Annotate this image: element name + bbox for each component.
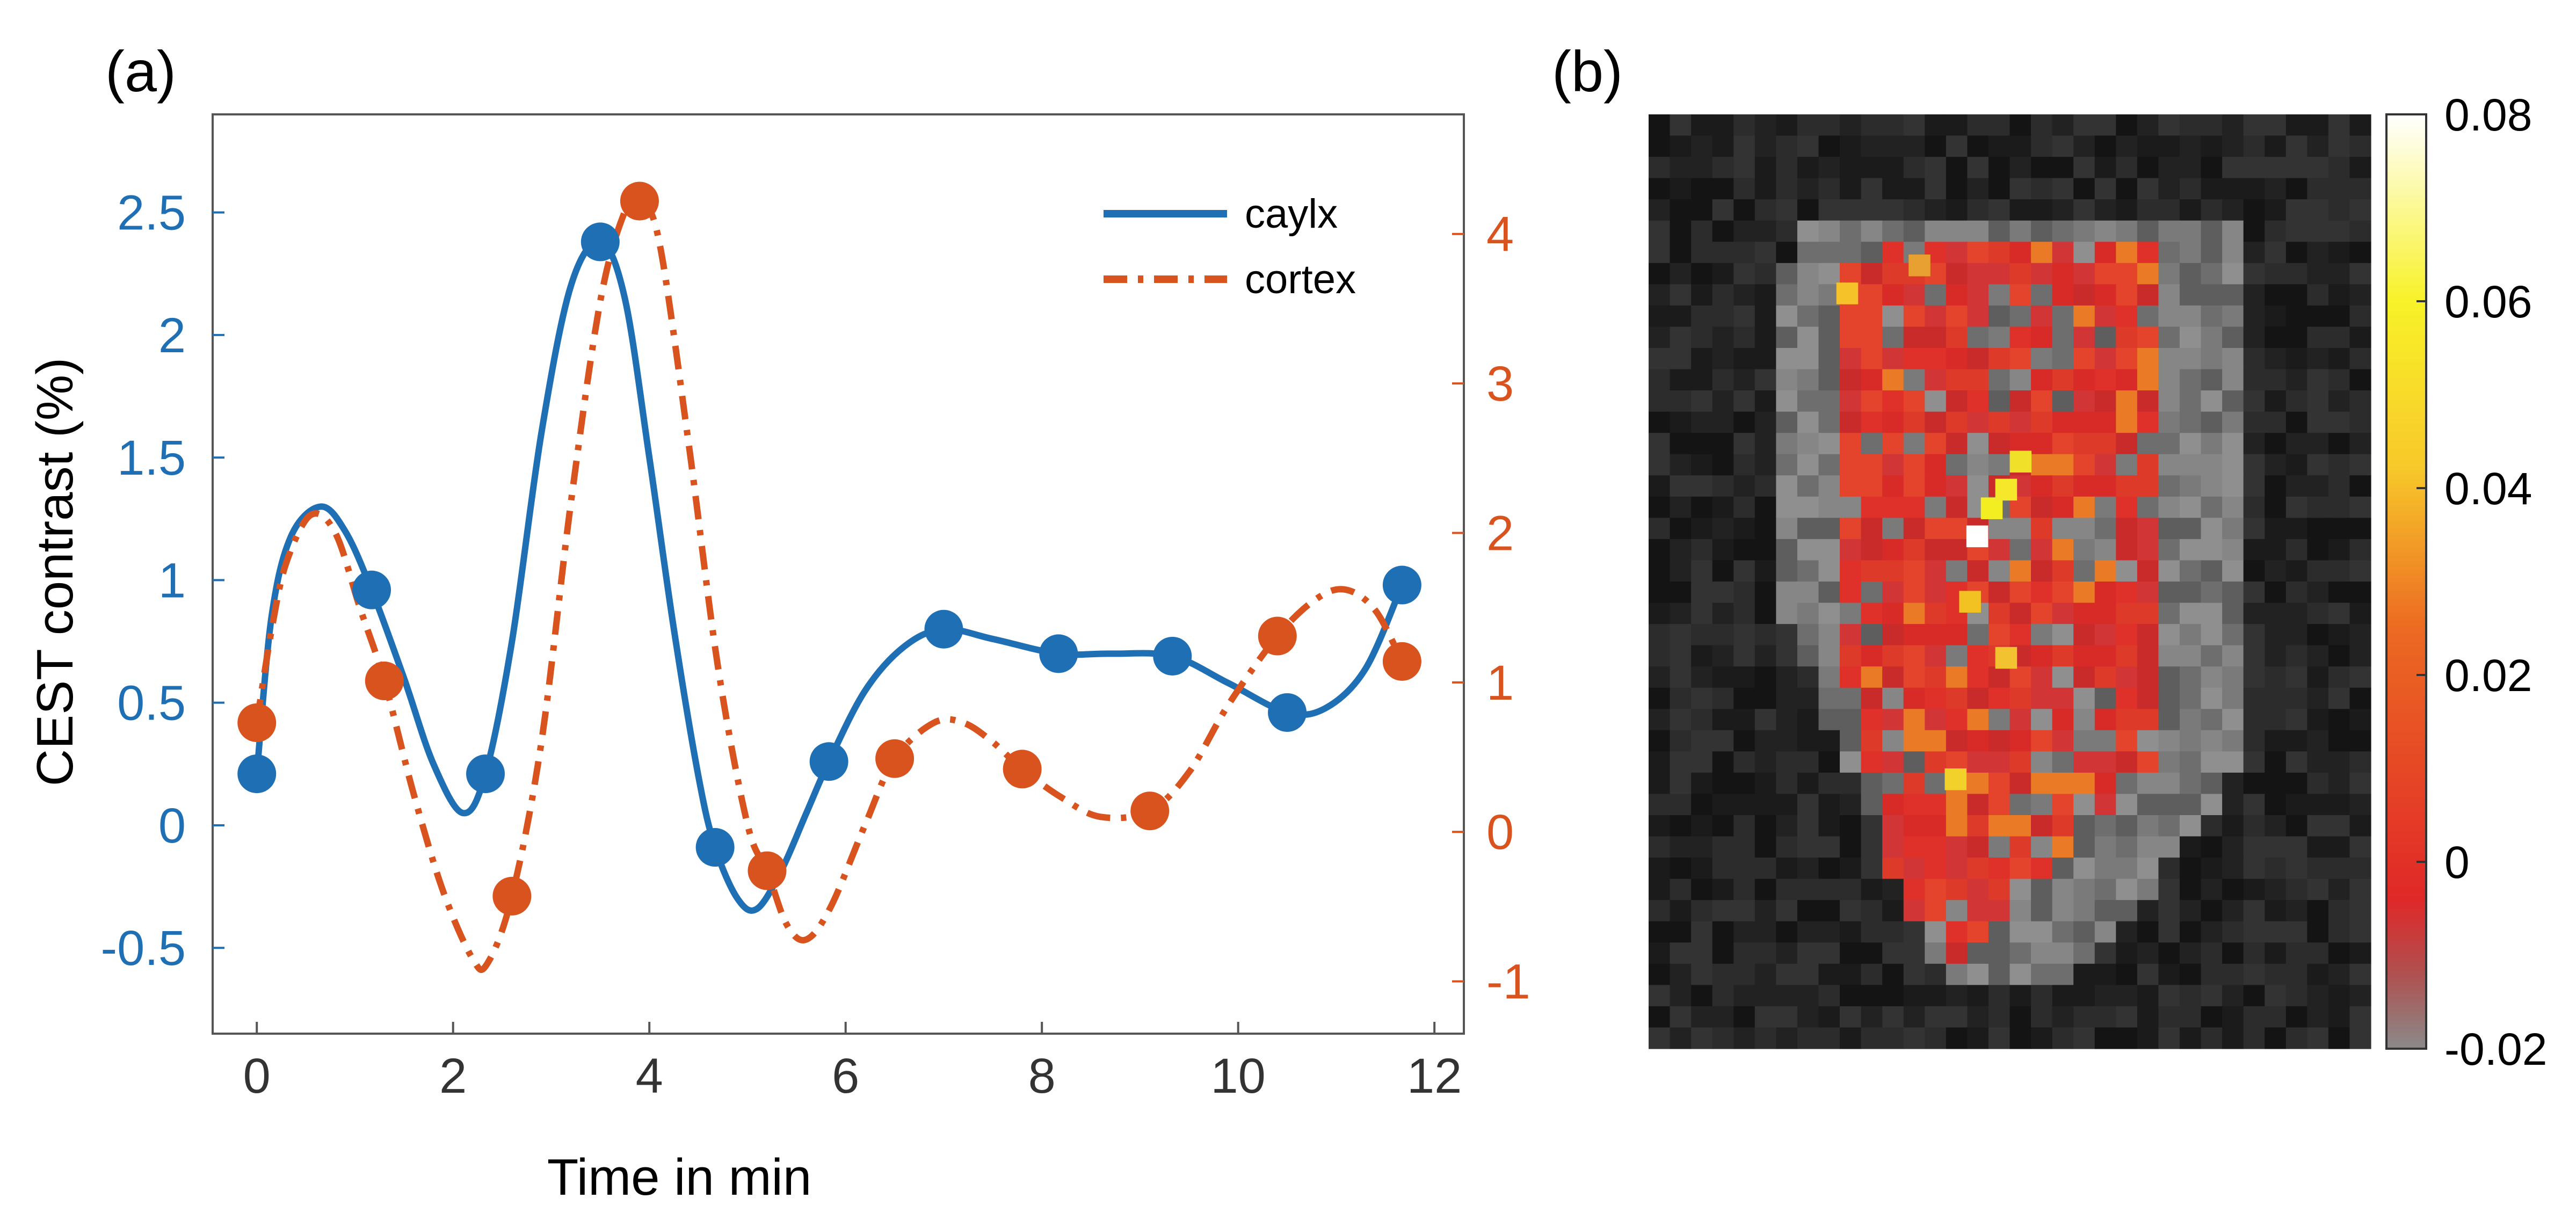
marker-caylx [352,570,391,609]
panel-label-a: (a) [105,39,176,104]
left-y-tick-label: 0 [158,798,186,853]
line-caylx [253,238,1405,914]
colorbar-tick-label: 0.04 [2444,463,2533,514]
right-y-tick-label: 4 [1486,207,1514,262]
colorbar-tick-label: -0.02 [2444,1024,2547,1074]
panel-label-b: (b) [1552,39,1623,104]
marker-caylx [924,609,963,649]
colorbar: 0.08 0.06 0.04 0.02 0 -0.02 [2385,90,2547,1074]
x-tick-label: 4 [636,1049,663,1103]
panel-b-heatmap: (b) 0.08 0.06 0.04 0.02 0 -0.02 [1552,39,2547,1074]
plot-frame [212,113,1465,1035]
legend-label-caylx: caylx [1245,191,1338,237]
colorbar-tick-label: 0.08 [2444,90,2533,140]
left-y-tick-label: 0.5 [117,676,186,731]
markers-caylx [237,222,1421,867]
marker-cortex [237,703,277,742]
marker-cortex [1003,750,1042,789]
x-tick-label: 0 [243,1049,271,1103]
marker-cortex [492,876,532,916]
line-cortex [253,194,1405,973]
series-caylx [253,238,1405,914]
marker-cortex [1130,791,1170,831]
x-axis-ticks: 0 2 4 6 8 10 12 [243,1022,1462,1103]
marker-caylx [809,742,848,781]
left-y-tick-label: 2.5 [117,186,186,241]
right-y-tick-label: -1 [1486,955,1530,1009]
y-axis-label: CEST contrast (%) [26,358,84,786]
marker-caylx [1153,636,1192,675]
x-tick-label: 12 [1407,1049,1462,1103]
legend-label-cortex: cortex [1245,257,1356,302]
marker-cortex [748,851,787,890]
left-y-tick-label: 2 [158,308,186,363]
right-y-tick-label: 2 [1486,506,1514,561]
series-cortex [253,194,1405,973]
right-y-tick-label: 0 [1486,805,1514,860]
colorbar-tick-label: 0.02 [2444,650,2533,701]
marker-cortex [365,662,404,701]
left-y-tick-label: -0.5 [100,921,186,976]
left-y-axis-ticks: -0.5 0 0.5 1 1.5 2 2.5 [100,186,224,976]
colorbar-gradient [2385,113,2427,1050]
right-y-tick-label: 1 [1486,656,1514,710]
marker-caylx [466,754,505,794]
left-y-tick-label: 1 [158,553,186,608]
marker-cortex [875,739,915,778]
marker-caylx [580,222,620,262]
right-y-tick-label: 3 [1486,357,1514,411]
marker-caylx [1268,693,1307,732]
x-axis-label: Time in min [547,1149,812,1206]
markers-cortex [237,181,1421,916]
marker-caylx [1039,634,1078,673]
right-y-axis-ticks: -1 0 1 2 3 4 [1452,207,1530,1009]
marker-caylx [237,754,277,794]
marker-cortex [620,181,659,221]
left-y-tick-label: 1.5 [117,431,186,485]
colorbar-tick-label: 0.06 [2444,277,2533,327]
x-tick-label: 10 [1211,1049,1266,1103]
marker-caylx [1382,565,1421,605]
legend: caylx cortex [1104,191,1356,302]
colorbar-tick-label: 0 [2444,837,2470,888]
marker-cortex [1258,616,1297,656]
marker-cortex [1382,642,1421,681]
x-tick-label: 2 [439,1049,467,1103]
x-tick-label: 6 [832,1049,859,1103]
colorbar-ticks: 0.08 0.06 0.04 0.02 0 -0.02 [2417,90,2547,1074]
x-tick-label: 8 [1028,1049,1056,1103]
heatmap-image [1649,114,2371,1049]
marker-caylx [695,828,735,867]
